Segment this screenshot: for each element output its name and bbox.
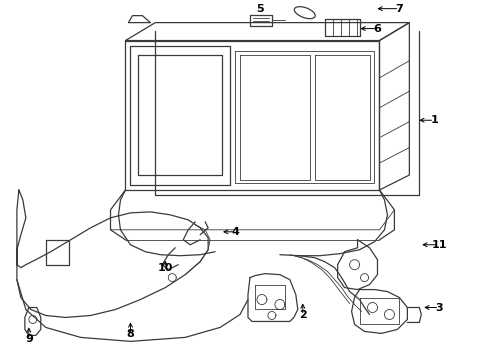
- Text: 9: 9: [25, 334, 33, 345]
- Text: 1: 1: [430, 115, 438, 125]
- Text: 5: 5: [256, 4, 264, 14]
- Text: 2: 2: [299, 310, 307, 320]
- Text: 3: 3: [436, 302, 443, 312]
- Text: 7: 7: [395, 4, 403, 14]
- Text: 6: 6: [373, 24, 381, 33]
- Text: 10: 10: [158, 263, 173, 273]
- Text: 11: 11: [432, 240, 447, 250]
- Text: 8: 8: [126, 329, 134, 339]
- Text: 4: 4: [231, 227, 239, 237]
